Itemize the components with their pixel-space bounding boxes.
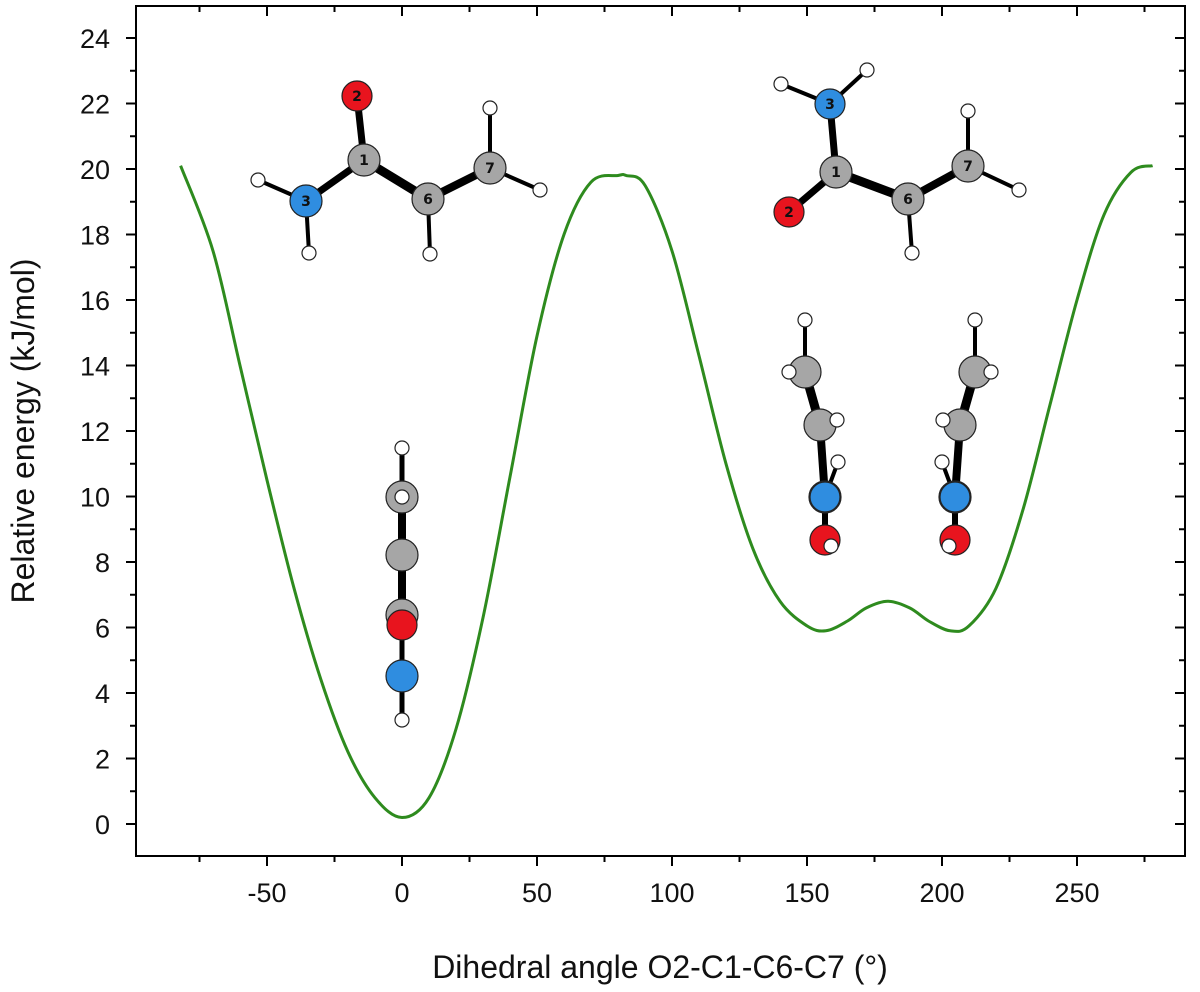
atom-label-c6: 6	[423, 192, 433, 208]
hydrogen-atom	[422, 246, 438, 262]
carbon-atom	[411, 182, 445, 216]
nitrogen-atom	[385, 659, 419, 693]
hydrogen-atom	[830, 454, 846, 470]
hydrogen-atom	[829, 412, 845, 428]
nitrogen-atom	[814, 88, 846, 120]
carbon-atom	[819, 155, 853, 189]
x-axis-title: Dihedral angle O2-C1-C6-C7 (°)	[432, 949, 888, 985]
hydrogen-atom	[983, 364, 999, 380]
hydrogen-atom	[935, 412, 951, 428]
hydrogen-atom	[394, 440, 410, 456]
hydrogen-atom	[532, 182, 548, 198]
oxygen-atom	[773, 196, 805, 228]
carbon-atom	[891, 182, 925, 216]
y-tick-label: 4	[95, 679, 110, 709]
hydrogen-atom	[781, 364, 797, 380]
molecule-structures: 2 1 3 6 7 3 1 2 6 7	[250, 62, 1027, 728]
x-tick-label: 150	[784, 878, 829, 908]
plot-frame	[135, 5, 1186, 857]
hydrogen-atom	[859, 62, 875, 78]
oxygen-atom	[386, 609, 418, 641]
y-tick-label: 0	[95, 810, 110, 840]
y-tick-label: 24	[80, 24, 110, 54]
nitrogen-atom	[289, 184, 323, 218]
y-tick-label: 22	[80, 90, 110, 120]
carbon-atom	[473, 151, 507, 185]
hydrogen-atom	[301, 245, 317, 261]
carbon-atom	[347, 143, 381, 177]
atom-label-o2: 2	[352, 89, 362, 105]
y-tick-label: 12	[80, 417, 110, 447]
y-tick-label: 2	[95, 745, 110, 775]
y-tick-label: 8	[95, 548, 110, 578]
oxygen-atom	[341, 80, 373, 112]
hydrogen-atom	[823, 538, 839, 554]
atom-label-n3: 3	[301, 194, 311, 210]
hydrogen-atom	[394, 489, 410, 505]
hydrogen-atom	[250, 172, 266, 188]
atom-label-c7: 7	[963, 159, 973, 175]
atom-label-c1: 1	[831, 165, 841, 181]
y-tick-label: 16	[80, 286, 110, 316]
x-tick-label: 50	[522, 878, 552, 908]
hydrogen-atom	[941, 538, 957, 554]
hydrogen-atom	[1011, 182, 1027, 198]
atom-label-c6: 6	[903, 192, 913, 208]
x-tick-label: 0	[394, 878, 409, 908]
hydrogen-atom	[797, 312, 813, 328]
y-tick-label: 20	[80, 155, 110, 185]
carbon-atom	[803, 408, 837, 442]
atom-label-o2: 2	[784, 205, 794, 221]
hydrogen-atom	[960, 103, 976, 119]
y-tick-label: 10	[80, 483, 110, 513]
hydrogen-atom	[394, 712, 410, 728]
hydrogen-atom	[773, 76, 789, 92]
hydrogen-atom	[934, 454, 950, 470]
hydrogen-atom	[967, 312, 983, 328]
atom-label-c1: 1	[359, 153, 369, 169]
y-axis-title: Relative energy (kJ/mol)	[5, 259, 41, 604]
x-axis: -50 0 50 100 150 200 250	[198, 6, 1146, 908]
hydrogen-atom	[482, 100, 498, 116]
nitrogen-atom	[939, 481, 971, 513]
x-tick-label: -50	[247, 878, 286, 908]
x-tick-label: 250	[1054, 878, 1099, 908]
carbon-atom	[951, 149, 985, 183]
energy-curve	[179, 164, 1154, 819]
nitrogen-atom	[809, 481, 841, 513]
hydrogen-atom	[904, 245, 920, 261]
y-tick-label: 6	[95, 614, 110, 644]
y-tick-label: 14	[80, 352, 110, 382]
y-tick-label: 18	[80, 221, 110, 251]
atom-label-c7: 7	[485, 161, 495, 177]
x-tick-label: 200	[919, 878, 964, 908]
x-tick-label: 100	[649, 878, 694, 908]
carbon-atom	[385, 538, 419, 572]
carbon-atom	[943, 408, 977, 442]
atom-label-n3: 3	[825, 97, 835, 113]
